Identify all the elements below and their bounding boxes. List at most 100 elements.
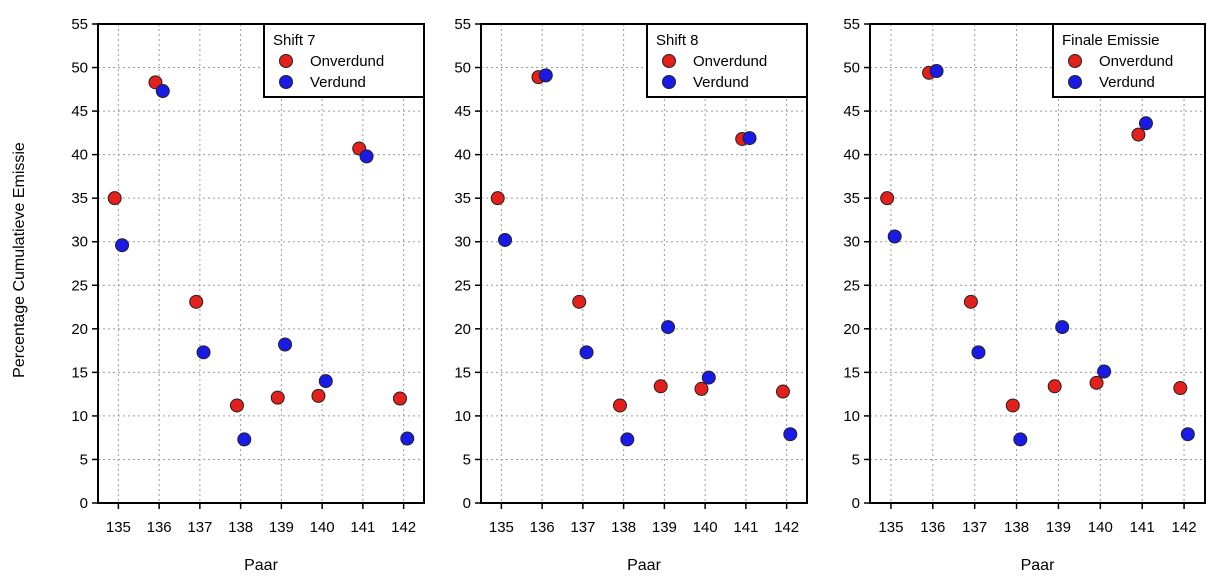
x-tick-label: 140	[310, 519, 335, 536]
legend-marker-verdund	[662, 75, 676, 89]
legend-marker-onverdund	[279, 54, 293, 68]
data-point-verdund	[155, 84, 170, 99]
x-tick-label: 141	[733, 519, 758, 536]
data-point-verdund	[278, 337, 293, 352]
legend-title: Shift 7	[273, 32, 316, 49]
legend-label-onverdund: Onverdund	[1099, 53, 1173, 70]
x-tick-label: 140	[693, 519, 718, 536]
data-point-verdund	[400, 431, 415, 446]
data-point-onverdund	[270, 390, 285, 405]
legend-marker-verdund	[279, 75, 293, 89]
legend: Finale Emissie Onverdund Verdund	[1052, 23, 1206, 98]
legend: Shift 8 Onverdund Verdund	[646, 23, 808, 98]
legend-marker-verdund	[1068, 75, 1082, 89]
data-point-onverdund	[490, 191, 505, 206]
data-point-onverdund	[392, 391, 407, 406]
y-tick-label: 55	[843, 16, 860, 33]
data-point-onverdund	[1173, 381, 1188, 396]
data-point-onverdund	[612, 398, 627, 413]
data-point-verdund	[1013, 432, 1028, 447]
data-point-verdund	[115, 238, 130, 253]
y-tick-label: 55	[71, 16, 88, 33]
x-tick-label: 140	[1088, 519, 1113, 536]
x-tick-label: 135	[106, 519, 131, 536]
legend: Shift 7 Onverdund Verdund	[263, 23, 425, 98]
x-tick-label: 136	[920, 519, 945, 536]
x-tick-label: 138	[611, 519, 636, 536]
data-point-verdund	[359, 149, 374, 164]
data-point-verdund	[742, 131, 757, 146]
x-tick-label: 139	[269, 519, 294, 536]
chart-panel-2: 0 5 10 15 20 25 30 35 40 45 50 55 135 136 137 138 139 140…	[454, 16, 808, 574]
x-tick-label: 138	[228, 519, 253, 536]
x-axis-title: Paar	[244, 557, 278, 574]
data-point-verdund	[701, 370, 716, 385]
y-tick-label: 5	[852, 451, 860, 468]
data-point-verdund	[1055, 320, 1070, 335]
data-point-verdund	[620, 432, 635, 447]
data-point-onverdund	[1047, 379, 1062, 394]
y-tick-label: 50	[843, 60, 860, 77]
data-point-verdund	[971, 345, 986, 360]
data-point-onverdund	[107, 191, 122, 206]
y-tick-label: 30	[843, 234, 860, 251]
y-tick-label: 50	[71, 60, 88, 77]
x-tick-label: 139	[1046, 519, 1071, 536]
x-tick-label: 137	[570, 519, 595, 536]
legend-title: Finale Emissie	[1062, 32, 1160, 49]
y-tick-label: 15	[71, 364, 88, 381]
data-point-onverdund	[694, 381, 709, 396]
legend-label-verdund: Verdund	[693, 74, 749, 91]
x-tick-label: 137	[962, 519, 987, 536]
y-tick-label: 15	[843, 364, 860, 381]
data-point-onverdund	[775, 384, 790, 399]
legend-marker-onverdund	[1068, 54, 1082, 68]
data-point-verdund	[579, 345, 594, 360]
data-point-verdund	[538, 68, 553, 83]
x-tick-label: 137	[187, 519, 212, 536]
data-point-verdund	[887, 229, 902, 244]
x-tick-label: 142	[1172, 519, 1197, 536]
data-point-verdund	[929, 64, 944, 79]
y-tick-label: 10	[454, 408, 471, 425]
y-tick-label: 0	[80, 495, 88, 512]
x-tick-label: 141	[1130, 519, 1155, 536]
y-tick-label: 40	[843, 147, 860, 164]
data-point-onverdund	[572, 294, 587, 309]
chart-panel-3: 0 5 10 15 20 25 30 35 40 45 50 55 135 136 137 138 139 140…	[843, 16, 1206, 574]
data-point-verdund	[237, 432, 252, 447]
y-tick-label: 10	[71, 408, 88, 425]
data-point-onverdund	[1005, 398, 1020, 413]
x-tick-label: 136	[530, 519, 555, 536]
y-tick-label: 5	[80, 451, 88, 468]
y-tick-label: 35	[71, 190, 88, 207]
y-tick-label: 40	[71, 147, 88, 164]
y-axis-title: Percentage Cumulatieve Emissie	[11, 142, 28, 378]
x-tick-label: 139	[652, 519, 677, 536]
data-point-onverdund	[311, 388, 326, 403]
data-point-verdund	[1138, 116, 1153, 131]
x-axis-title: Paar	[627, 557, 661, 574]
y-tick-label: 45	[454, 103, 471, 120]
plot-frame	[97, 23, 425, 504]
y-tick-label: 30	[454, 234, 471, 251]
data-point-onverdund	[189, 294, 204, 309]
x-tick-label: 135	[878, 519, 903, 536]
y-tick-label: 35	[843, 190, 860, 207]
legend-title: Shift 8	[656, 32, 699, 49]
x-axis-title: Paar	[1021, 557, 1055, 574]
y-tick-label: 35	[454, 190, 471, 207]
data-point-onverdund	[880, 191, 895, 206]
chart-panel-1: 0 5 10 15 20 25 30 35 40 45 50 55 135 136 137 138 139 140…	[71, 16, 425, 574]
x-tick-label: 135	[489, 519, 514, 536]
data-point-onverdund	[1131, 127, 1146, 142]
x-tick-label: 142	[774, 519, 799, 536]
legend-label-onverdund: Onverdund	[310, 53, 384, 70]
x-tick-label: 138	[1004, 519, 1029, 536]
y-tick-label: 0	[852, 495, 860, 512]
y-tick-label: 45	[843, 103, 860, 120]
y-tick-label: 25	[71, 277, 88, 294]
y-tick-label: 50	[454, 60, 471, 77]
y-tick-label: 15	[454, 364, 471, 381]
